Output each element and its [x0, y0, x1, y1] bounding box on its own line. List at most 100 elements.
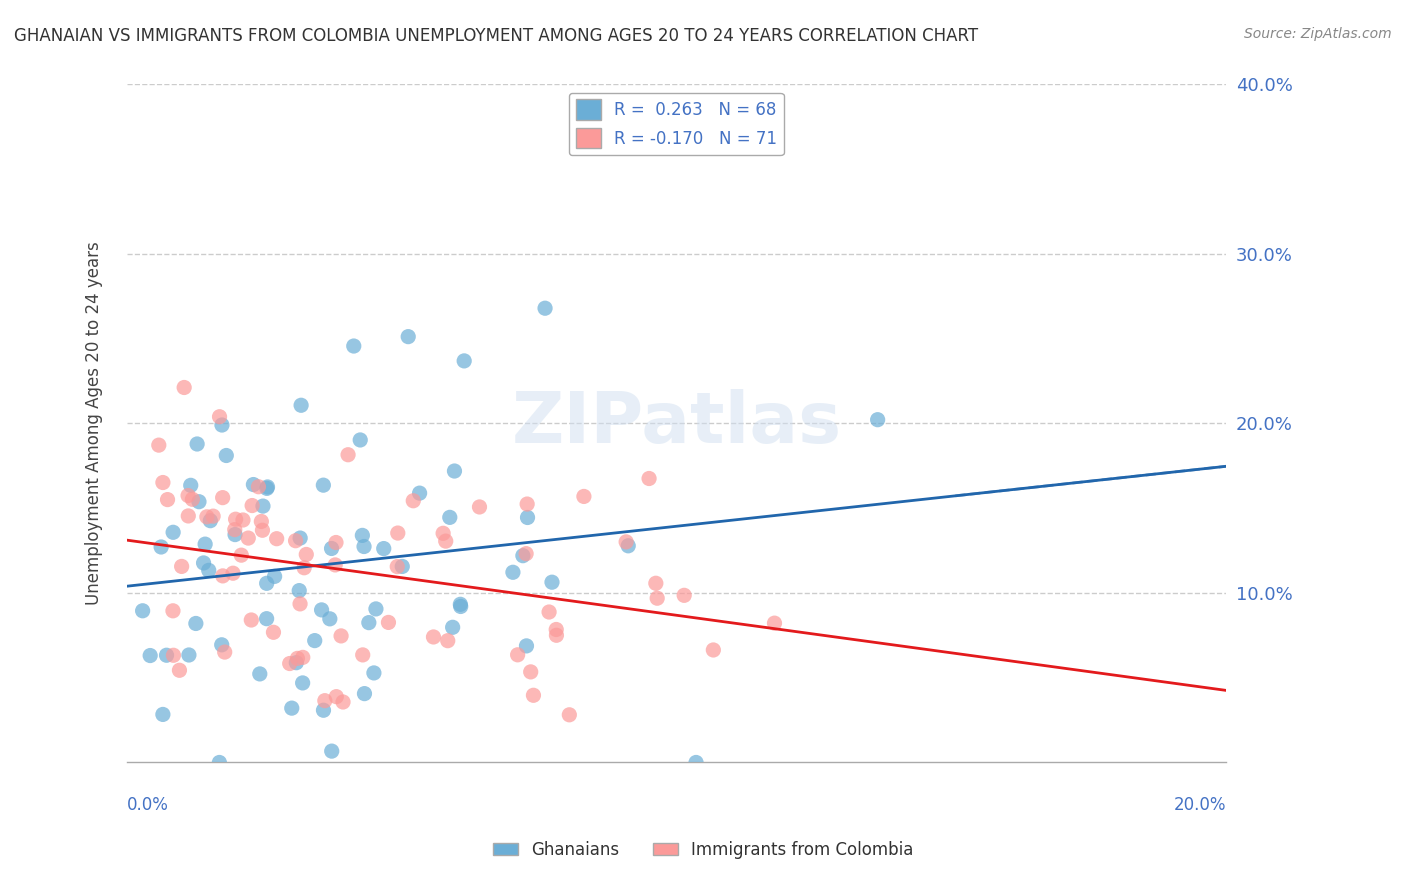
Point	[266, 532, 288, 546]
Point	[232, 513, 254, 527]
Point	[256, 576, 278, 591]
Point	[222, 566, 245, 581]
Point	[152, 475, 174, 490]
Point	[546, 623, 568, 637]
Point	[502, 566, 524, 580]
Text: ZIPatlas: ZIPatlas	[512, 389, 842, 458]
Point	[224, 527, 246, 541]
Point	[208, 756, 231, 770]
Point	[330, 629, 353, 643]
Point	[292, 560, 315, 574]
Point	[195, 509, 218, 524]
Point	[188, 494, 211, 508]
Point	[285, 656, 308, 670]
Point	[262, 625, 284, 640]
Point	[638, 471, 661, 485]
Point	[150, 540, 173, 554]
Point	[256, 612, 278, 626]
Point	[211, 491, 233, 505]
Point	[515, 639, 537, 653]
Point	[353, 540, 375, 554]
Point	[186, 437, 208, 451]
Y-axis label: Unemployment Among Ages 20 to 24 years: Unemployment Among Ages 20 to 24 years	[86, 242, 103, 606]
Point	[288, 597, 311, 611]
Point	[295, 548, 318, 562]
Point	[353, 687, 375, 701]
Point	[387, 559, 409, 574]
Point	[231, 548, 253, 562]
Point	[173, 380, 195, 394]
Point	[387, 526, 409, 541]
Point	[177, 648, 200, 662]
Point	[225, 512, 247, 526]
Point	[364, 602, 387, 616]
Point	[538, 605, 561, 619]
Legend: R =  0.263   N = 68, R = -0.170   N = 71: R = 0.263 N = 68, R = -0.170 N = 71	[569, 93, 783, 155]
Point	[645, 591, 668, 606]
Point	[546, 628, 568, 642]
Point	[644, 576, 666, 591]
Point	[284, 533, 307, 548]
Point	[242, 477, 264, 491]
Legend: Ghanaians, Immigrants from Colombia: Ghanaians, Immigrants from Colombia	[486, 835, 920, 866]
Point	[247, 480, 270, 494]
Point	[156, 492, 179, 507]
Point	[443, 464, 465, 478]
Point	[402, 493, 425, 508]
Point	[515, 547, 537, 561]
Point	[139, 648, 162, 663]
Point	[321, 744, 343, 758]
Point	[180, 478, 202, 492]
Point	[363, 665, 385, 680]
Point	[200, 514, 222, 528]
Point	[193, 556, 215, 570]
Point	[325, 690, 347, 704]
Point	[194, 537, 217, 551]
Point	[238, 531, 260, 545]
Point	[512, 549, 534, 563]
Point	[337, 448, 360, 462]
Point	[702, 643, 724, 657]
Point	[131, 604, 153, 618]
Point	[866, 413, 889, 427]
Point	[516, 510, 538, 524]
Point	[325, 535, 347, 549]
Point	[377, 615, 399, 630]
Point	[214, 645, 236, 659]
Point	[572, 490, 595, 504]
Point	[211, 569, 233, 583]
Point	[278, 657, 301, 671]
Point	[181, 492, 204, 507]
Point	[184, 616, 207, 631]
Point	[352, 648, 374, 662]
Point	[614, 534, 637, 549]
Point	[408, 486, 430, 500]
Point	[468, 500, 491, 514]
Point	[314, 694, 336, 708]
Point	[211, 417, 233, 432]
Point	[349, 433, 371, 447]
Point	[436, 633, 458, 648]
Point	[541, 575, 564, 590]
Point	[287, 651, 309, 665]
Point	[311, 603, 333, 617]
Point	[256, 480, 278, 494]
Point	[152, 707, 174, 722]
Point	[288, 531, 311, 545]
Point	[162, 525, 184, 540]
Point	[290, 398, 312, 412]
Point	[312, 703, 335, 717]
Point	[516, 497, 538, 511]
Point	[558, 707, 581, 722]
Point	[434, 534, 457, 549]
Point	[249, 666, 271, 681]
Point	[169, 663, 191, 677]
Point	[357, 615, 380, 630]
Point	[162, 604, 184, 618]
Point	[763, 616, 786, 631]
Point	[432, 526, 454, 541]
Point	[519, 665, 541, 679]
Point	[617, 539, 640, 553]
Point	[252, 523, 274, 537]
Point	[240, 613, 263, 627]
